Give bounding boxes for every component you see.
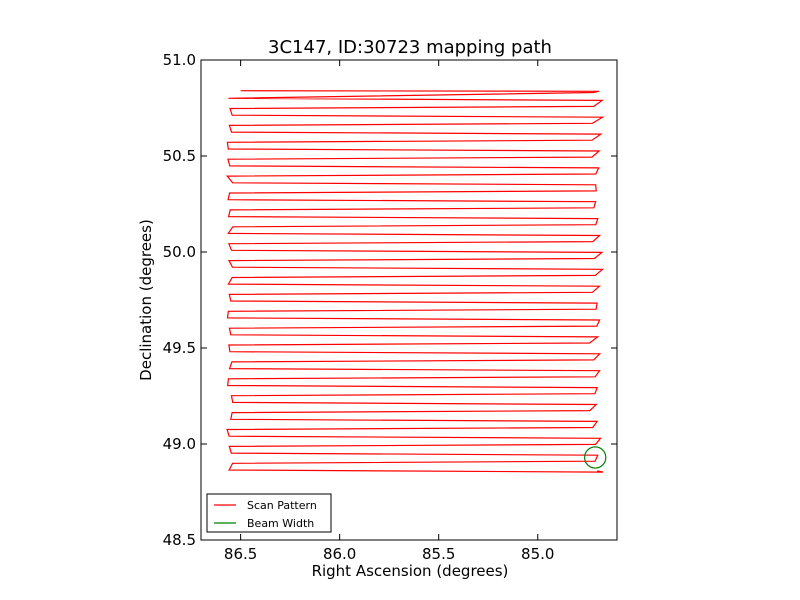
x-axis-label: Right Ascension (degrees): [312, 562, 509, 580]
beam-width-circle: [584, 446, 607, 469]
y-tick-label: 49.0: [163, 435, 196, 453]
legend-scan-label: Scan Pattern: [247, 499, 317, 512]
legend: Scan Pattern Beam Width: [206, 493, 332, 533]
y-tick-label: 49.5: [163, 339, 196, 357]
ticks: 86.5 86.0 85.5 85.0 48.5 49.0 49.5 50.0 50.5 51.0: [163, 51, 617, 563]
x-tick-label: 85.0: [521, 545, 554, 563]
beam-width: [584, 446, 607, 469]
y-tick-label: 51.0: [163, 51, 196, 69]
scan-pattern-line: [225, 90, 605, 473]
y-axis-label: Declination (degrees): [137, 219, 155, 381]
scan-pattern: [225, 90, 605, 473]
plot-area: 86.5 86.0 85.5 85.0 48.5 49.0 49.5 50.0 50.5 51.0: [163, 51, 618, 563]
chart-title: 3C147, ID:30723 mapping path: [268, 37, 552, 58]
y-tick-label: 50.5: [163, 147, 196, 165]
legend-beam-label: Beam Width: [247, 517, 314, 530]
x-tick-label: 86.0: [323, 545, 356, 563]
x-tick-label: 86.5: [224, 545, 257, 563]
y-tick-label: 50.0: [163, 243, 196, 261]
plot-frame: [200, 59, 618, 541]
legend-box: [206, 493, 332, 533]
x-tick-label: 85.5: [422, 545, 455, 563]
y-tick-label: 48.5: [163, 531, 196, 549]
